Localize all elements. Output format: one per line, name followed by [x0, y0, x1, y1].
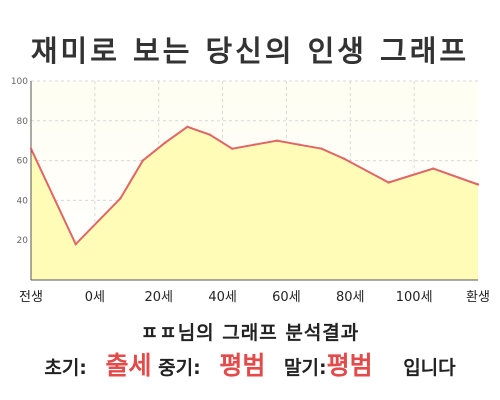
- early-value: 출세: [105, 351, 152, 380]
- data-point: [253, 143, 256, 146]
- data-point: [208, 133, 211, 136]
- x-tick-label: 환생: [466, 290, 490, 305]
- y-tick-label: 40: [17, 196, 29, 206]
- chart-title: 재미로 보는 당신의 인생 그래프: [30, 34, 470, 68]
- data-point: [476, 183, 480, 186]
- x-tick-label: 0세: [85, 290, 105, 305]
- data-point: [387, 181, 390, 184]
- data-point: [320, 147, 323, 150]
- x-tick-labels: 전생 0세 20세 40세 60세 80세 100세 환생: [19, 290, 490, 305]
- late-label: 말기:: [284, 357, 327, 379]
- x-tick-label: 전생: [19, 290, 43, 305]
- life-line: [30, 125, 479, 246]
- data-point: [342, 157, 346, 160]
- data-point: [29, 147, 33, 150]
- data-point: [119, 197, 122, 200]
- x-tick-label: 100세: [396, 290, 433, 305]
- life-area-fill: [31, 126, 478, 280]
- data-point: [186, 125, 189, 128]
- data-point: [74, 242, 77, 246]
- x-tick-label: 80세: [336, 290, 365, 305]
- data-point: [163, 141, 167, 144]
- x-tick-label: 60세: [272, 290, 301, 305]
- y-tick-label: 100: [11, 77, 28, 87]
- x-tick-label: 20세: [144, 290, 173, 305]
- data-point: [298, 143, 301, 146]
- summary-text: 님의 그래프 분석결과: [177, 322, 360, 344]
- y-tick-label: 60: [17, 157, 29, 167]
- data-point: [432, 167, 435, 170]
- data-point: [230, 147, 234, 150]
- y-tick-labels: 20 40 60 80 100: [11, 77, 28, 246]
- mid-value: 평범: [219, 351, 266, 380]
- x-tick-label: 40세: [208, 290, 237, 305]
- analysis-result: 초기: 출세 중기: 평범 말기:평범 입니다: [0, 346, 500, 382]
- y-tick-label: 80: [17, 117, 29, 127]
- data-point: [141, 159, 144, 162]
- mid-label: 중기:: [158, 357, 201, 379]
- data-point: [275, 139, 279, 142]
- y-tick-label: 20: [17, 236, 29, 246]
- user-name: ㅍㅍ: [140, 322, 178, 344]
- early-label: 초기:: [44, 357, 87, 379]
- analysis-summary: ㅍㅍ님의 그래프 분석결과: [0, 318, 500, 345]
- late-value: 평범: [326, 351, 373, 380]
- ending-text: 입니다: [403, 357, 456, 379]
